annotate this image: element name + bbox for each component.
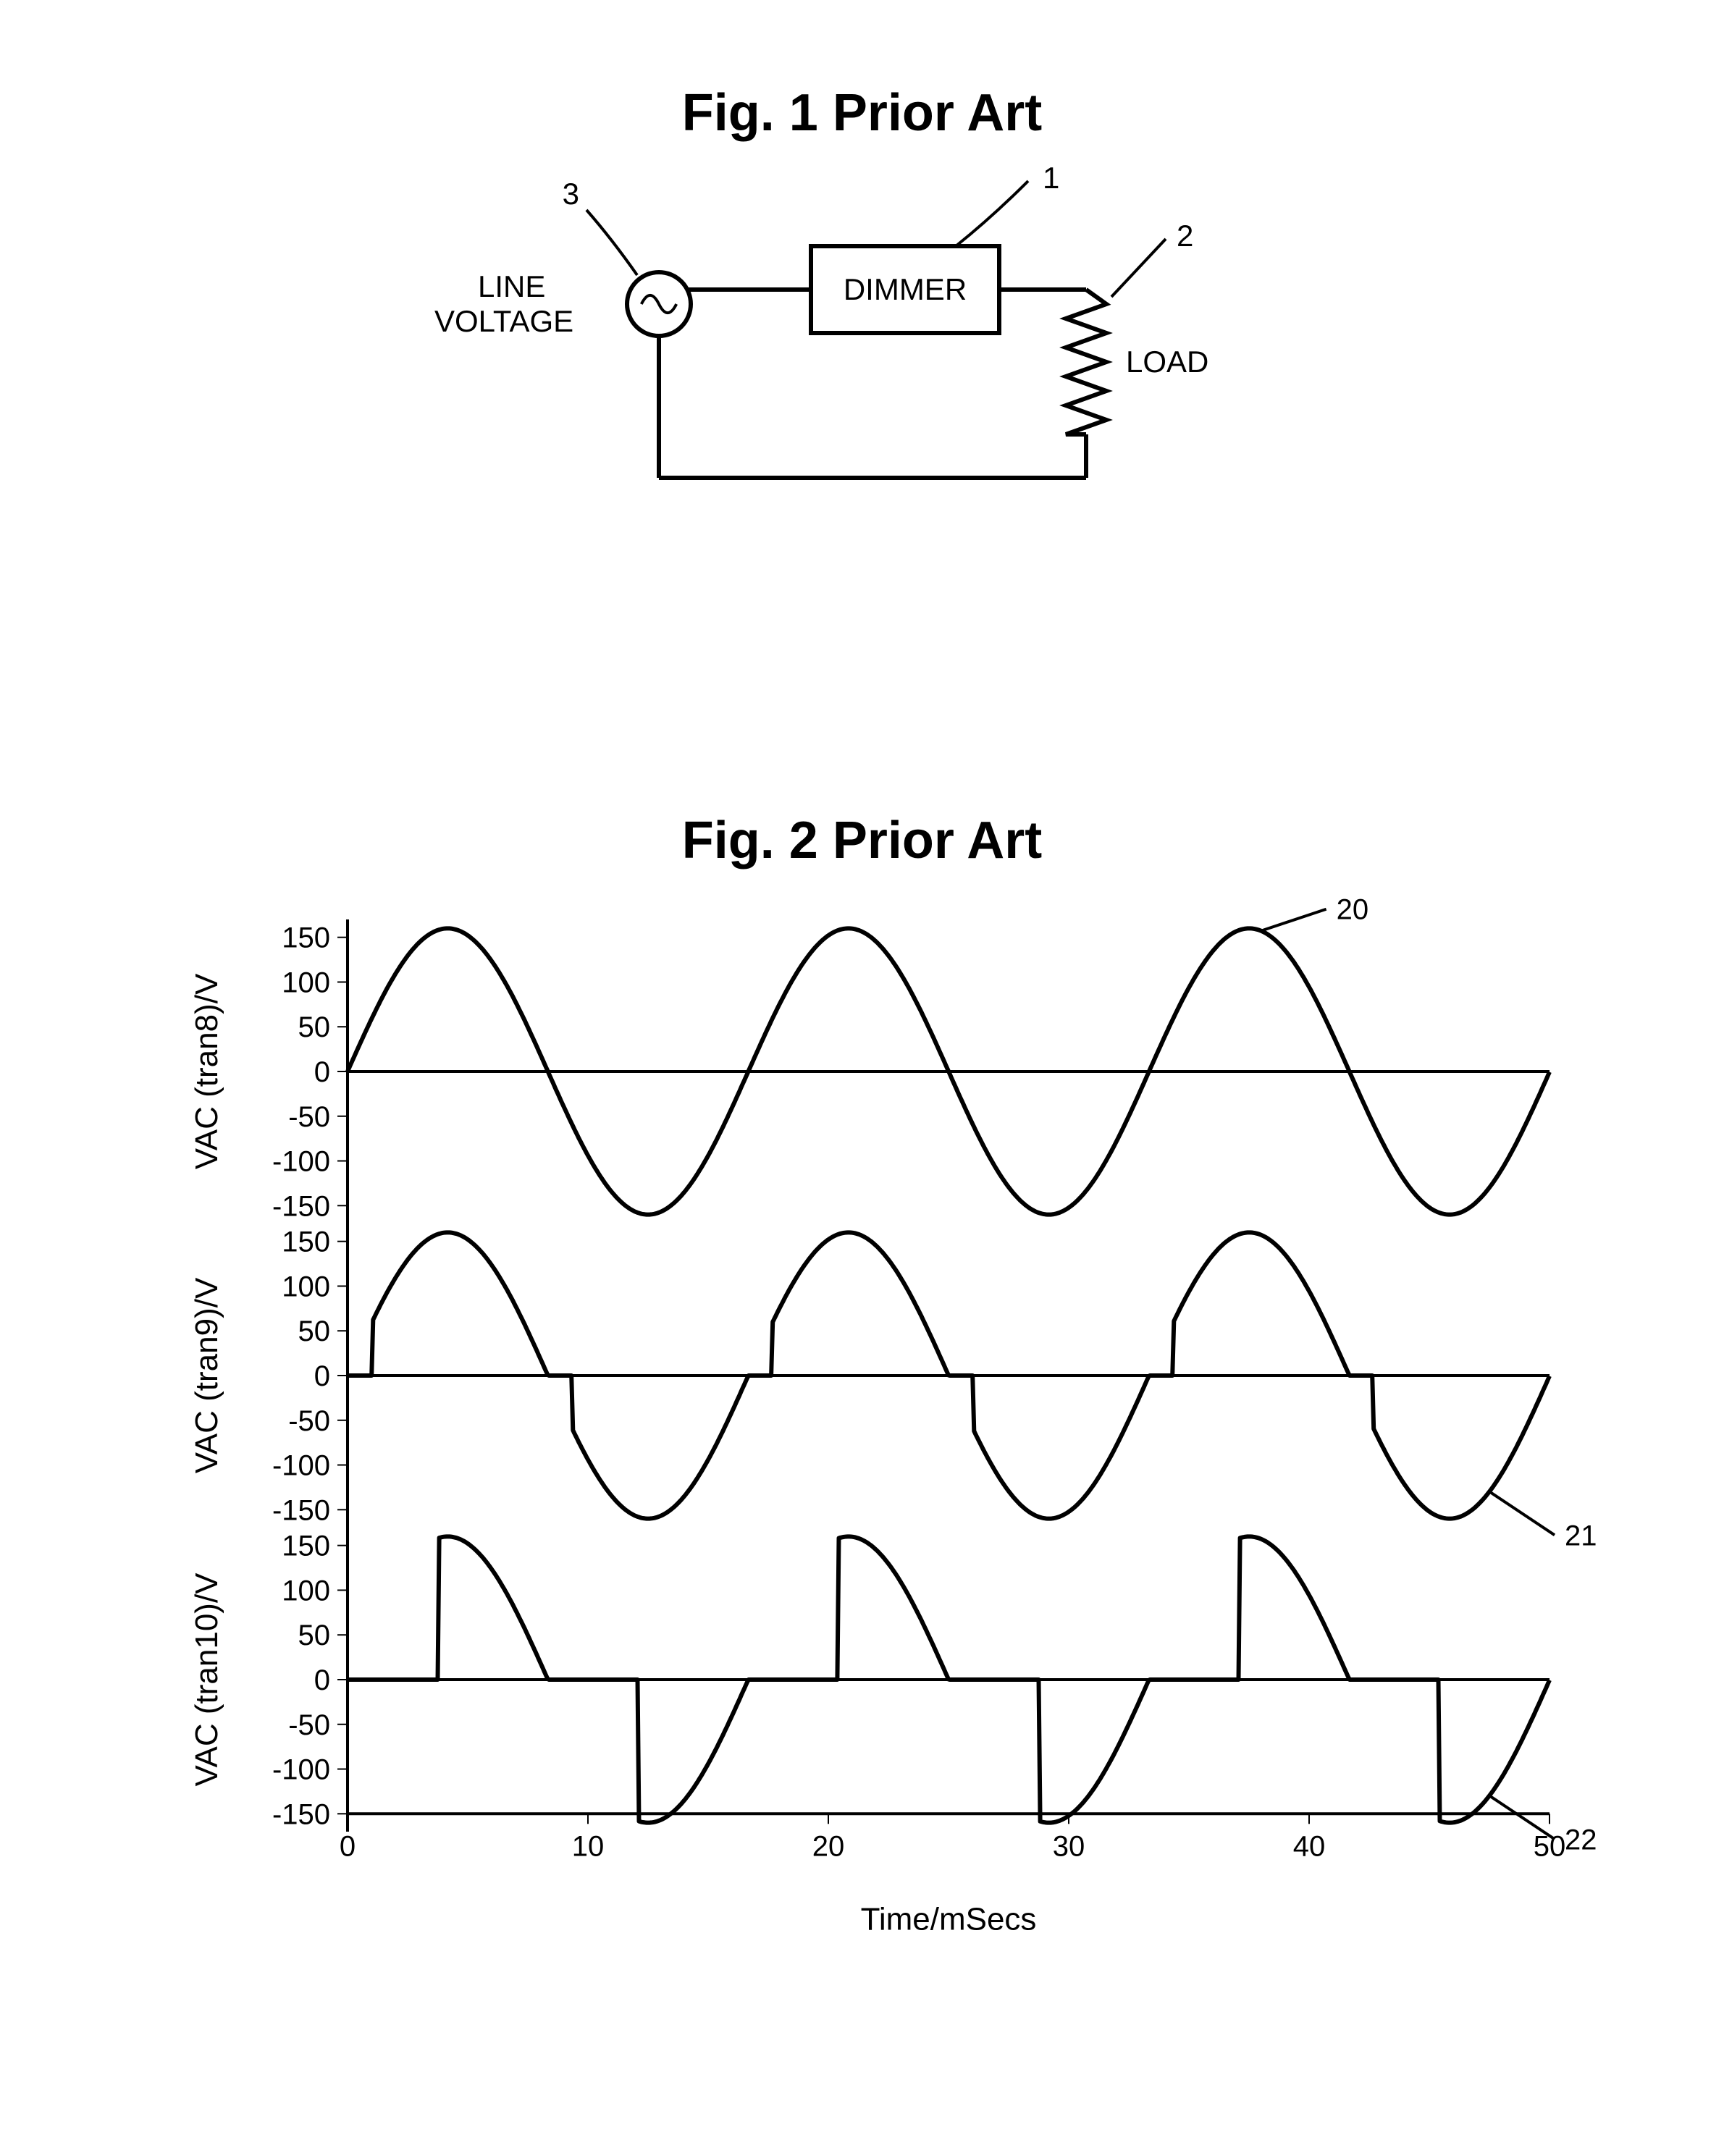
fig1-diagram: DIMMER 1 LINEVOLTAGE 3 LOAD 2 [434, 159, 1289, 550]
svg-text:40: 40 [1293, 1830, 1326, 1862]
svg-text:LOAD: LOAD [1126, 345, 1208, 379]
svg-text:100: 100 [282, 967, 330, 998]
svg-text:2: 2 [1177, 219, 1193, 253]
svg-text:-50: -50 [288, 1101, 330, 1133]
svg-text:10: 10 [572, 1830, 605, 1862]
fig2-title: Fig. 2 Prior Art [0, 811, 1724, 870]
svg-text:0: 0 [340, 1830, 356, 1862]
svg-text:50: 50 [1534, 1830, 1566, 1862]
svg-text:VAC (tran9)/V: VAC (tran9)/V [189, 1277, 224, 1473]
svg-text:50: 50 [298, 1315, 331, 1347]
svg-text:3: 3 [563, 177, 579, 211]
svg-text:50: 50 [298, 1011, 331, 1043]
svg-text:21: 21 [1565, 1520, 1597, 1551]
svg-text:-100: -100 [272, 1754, 330, 1786]
svg-text:-100: -100 [272, 1146, 330, 1178]
svg-text:22: 22 [1565, 1824, 1597, 1856]
svg-text:1: 1 [1043, 161, 1059, 195]
svg-text:100: 100 [282, 1271, 330, 1302]
svg-text:0: 0 [314, 1664, 330, 1696]
svg-text:Time/mSecs: Time/mSecs [861, 1901, 1037, 1937]
fig2-chart: -150-100-50050100150VAC (tran8)/V20-150-… [130, 890, 1593, 2020]
svg-text:-150: -150 [272, 1190, 330, 1222]
svg-text:0: 0 [314, 1056, 330, 1088]
svg-text:-100: -100 [272, 1450, 330, 1482]
svg-text:100: 100 [282, 1575, 330, 1607]
svg-text:50: 50 [298, 1620, 331, 1651]
svg-text:-50: -50 [288, 1405, 330, 1437]
svg-text:DIMMER: DIMMER [844, 272, 967, 306]
svg-text:-150: -150 [272, 1494, 330, 1526]
svg-text:LINE: LINE [478, 269, 545, 303]
svg-text:150: 150 [282, 922, 330, 954]
svg-text:0: 0 [314, 1360, 330, 1392]
svg-text:30: 30 [1053, 1830, 1085, 1862]
svg-text:VAC (tran10)/V: VAC (tran10)/V [189, 1572, 224, 1787]
svg-text:-150: -150 [272, 1798, 330, 1830]
svg-text:VAC (tran8)/V: VAC (tran8)/V [189, 973, 224, 1169]
svg-text:VOLTAGE: VOLTAGE [434, 304, 573, 338]
svg-text:150: 150 [282, 1226, 330, 1258]
svg-text:150: 150 [282, 1530, 330, 1562]
svg-text:-50: -50 [288, 1709, 330, 1741]
page: Fig. 1 Prior Art DIMMER 1 LINEVOLTAGE 3 LOAD… [0, 0, 1724, 2156]
fig1-title: Fig. 1 Prior Art [0, 83, 1724, 143]
svg-text:20: 20 [812, 1830, 845, 1862]
svg-text:20: 20 [1337, 894, 1369, 926]
